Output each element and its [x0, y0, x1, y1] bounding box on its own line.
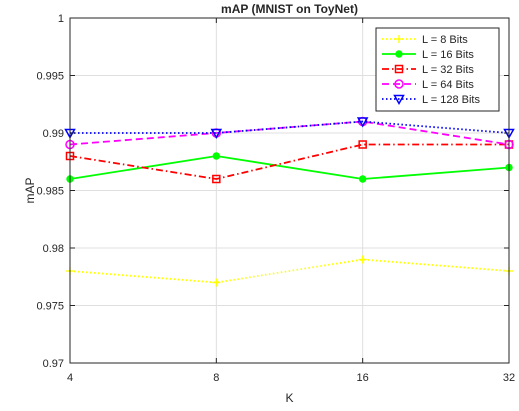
data-point-marker [394, 64, 404, 74]
legend-item: L = 64 Bits [382, 79, 474, 91]
legend-item: L = 16 Bits [382, 49, 474, 61]
data-point-marker [395, 50, 403, 58]
data-point-marker [395, 35, 403, 43]
data-point-marker [358, 175, 367, 183]
legend-item: L = 8 Bits [382, 34, 468, 46]
data-point-marker [394, 79, 404, 89]
series-line [69, 258, 510, 284]
x-axis-label: K [285, 391, 293, 405]
y-tick-label: 0.995 [36, 71, 64, 83]
y-tick-label: 0.985 [36, 186, 64, 198]
data-point-marker [358, 140, 367, 149]
x-tick-label: 4 [67, 372, 73, 384]
y-tick-label: 0.97 [43, 358, 64, 370]
axis-ticks: 0.97 0.975 0.98 0.985 0.99 0.995 1 4 8 16 32 [36, 13, 515, 384]
x-tick-label: 32 [503, 372, 515, 384]
legend-label: L = 8 Bits [422, 34, 468, 46]
x-tick-label: 8 [213, 372, 219, 384]
y-tick-label: 0.99 [43, 128, 64, 140]
data-point-marker [212, 152, 221, 160]
data-point-marker [393, 94, 405, 106]
chart-title: mAP (MNIST on ToyNet) [221, 2, 358, 16]
legend-label: L = 128 Bits [422, 94, 480, 106]
y-axis-label: mAP [23, 177, 37, 203]
legend-item: L = 128 Bits [382, 94, 480, 106]
y-tick-label: 0.975 [36, 301, 64, 313]
legend-label: L = 32 Bits [422, 64, 474, 76]
data-point-marker [358, 255, 367, 264]
data-point-marker [212, 278, 221, 287]
legend: L = 8 Bits L = 16 Bits L = 32 Bits L = 64 B… [375, 27, 500, 112]
data-point-marker [212, 174, 221, 184]
y-tick-label: 0.98 [43, 243, 64, 255]
series-line [70, 120, 510, 134]
data-point-marker [356, 117, 369, 128]
x-tick-label: 16 [357, 372, 369, 384]
series-line [69, 143, 509, 180]
legend-label: L = 64 Bits [422, 79, 474, 91]
legend-label: L = 16 Bits [422, 49, 474, 61]
series-line [69, 120, 510, 146]
y-tick-label: 1 [58, 13, 64, 25]
legend-item: L = 32 Bits [382, 64, 474, 76]
data-point-marker [210, 128, 223, 140]
